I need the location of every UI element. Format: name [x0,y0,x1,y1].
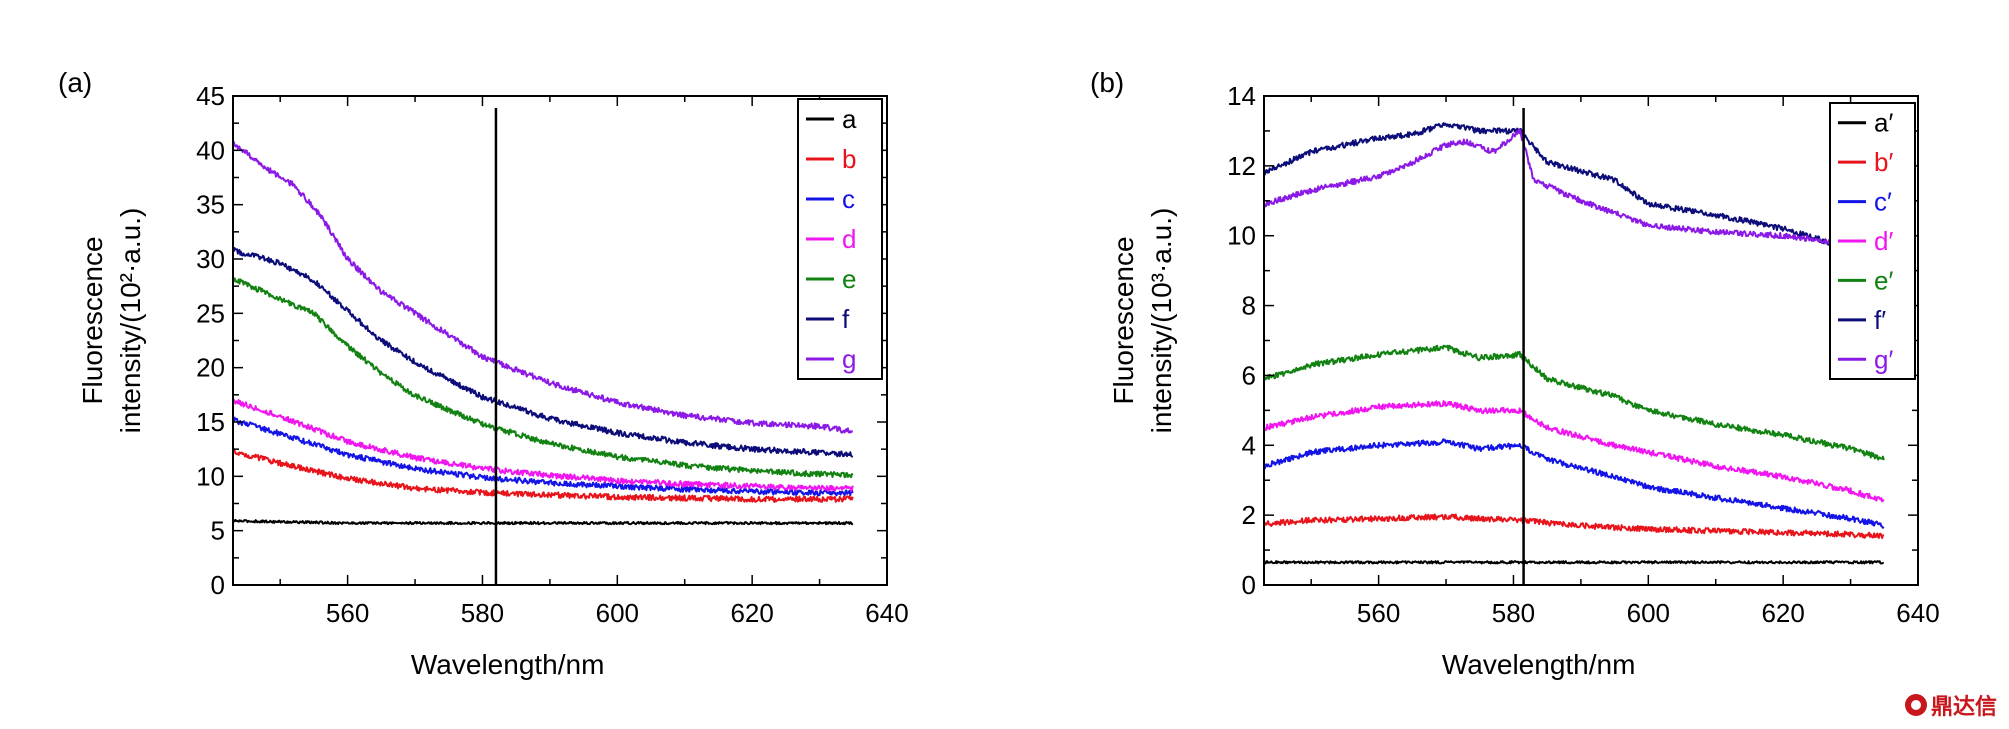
series-line-c [233,416,854,497]
y-tick-label: 0 [1242,570,1256,600]
series-line-b [233,447,854,503]
legend-label-c: c [842,184,855,214]
series-line-e′ [1264,344,1885,461]
watermark: 鼎达信 [1904,689,1997,721]
watermark-text: 鼎达信 [1930,695,1997,720]
legend-label-f: f [842,304,850,334]
y-tick-label: 25 [196,298,225,328]
x-tick-label: 580 [461,598,504,628]
brand-logo-icon [1904,694,1927,716]
series-line-f [233,247,854,458]
y-axis-title-line: Fluorescence [1108,236,1139,404]
y-tick-label: 14 [1227,81,1256,111]
series-group [1264,122,1885,565]
y-axis-title: Fluorescence intensity/(10³·a.u.) [1108,208,1177,434]
y-tick-label: 10 [1227,221,1256,251]
y-tick-label: 20 [196,353,225,383]
y-tick-label: 5 [211,516,225,546]
series-line-d′ [1264,400,1885,503]
y-tick-label: 40 [196,135,225,165]
legend-label-c′: c′ [1874,187,1892,217]
series-line-c′ [1264,438,1885,529]
legend-label-e′: e′ [1874,265,1893,295]
x-tick-label: 560 [1357,598,1400,628]
y-tick-label: 45 [196,81,225,111]
legend-label-e: e [842,264,856,294]
series-line-a′ [1264,560,1884,565]
legend-label-g′: g′ [1874,344,1893,374]
legend: a′ b′ c′ d′ e′ f′ g′ [1829,102,1916,380]
series-line-g [233,140,853,434]
x-tick-label: 560 [326,598,369,628]
y-tick-label: 4 [1242,430,1256,460]
x-tick-label: 600 [1627,598,1670,628]
y-axis-title-line: intensity/(10³·a.u.) [1146,208,1177,434]
legend-label-a′: a′ [1874,108,1893,138]
series-line-b′ [1264,513,1885,540]
plot-frame [232,95,888,586]
x-tick-label: 600 [596,598,639,628]
x-tick-label: 580 [1492,598,1535,628]
series-line-d [233,398,854,492]
series-group [233,140,854,526]
series-line-a [233,518,854,526]
x-axis-title: Wavelength/nm [1442,649,1636,680]
y-tick-label: 6 [1242,360,1256,390]
y-tick-label: 10 [196,461,225,491]
legend-label-b: b [842,144,856,174]
y-axis-title: Fluorescence intensity/(10²·a.u.) [77,208,146,434]
y-axis-title-line: intensity/(10²·a.u.) [115,208,146,434]
y-tick-label: 0 [211,570,225,600]
legend-label-d′: d′ [1874,226,1893,256]
chart-panel-1: (a) 560 580 600 620 640 0 5 10 15 20 25 30 35 40 45 Wave… [58,67,909,680]
x-tick-label: 620 [1761,598,1804,628]
y-tick-label: 35 [196,190,225,220]
legend-label-a: a [842,104,857,134]
panel-label: (a) [58,67,92,98]
x-tick-label: 640 [865,598,908,628]
x-tick-label: 640 [1896,598,1939,628]
series-line-e [233,277,854,479]
legend-label-d: d [842,224,856,254]
x-tick-label: 620 [730,598,773,628]
y-axis-title-line: Fluorescence [77,236,108,404]
y-tick-label: 8 [1242,291,1256,321]
chart-panel-2: (b) 560 580 600 620 640 0 2 4 6 8 10 12 14 Wavelength/… [1090,67,1940,680]
panel-label: (b) [1090,67,1124,98]
series-line-g′ [1264,128,1885,246]
series-line-f′ [1264,122,1885,247]
y-tick-label: 30 [196,244,225,274]
legend-label-f′: f′ [1874,305,1886,335]
y-tick-label: 15 [196,407,225,437]
y-tick-label: 12 [1227,151,1256,181]
y-tick-label: 2 [1242,500,1256,530]
legend-label-b′: b′ [1874,147,1893,177]
x-axis-title: Wavelength/nm [411,649,605,680]
legend-label-g: g [842,344,856,374]
